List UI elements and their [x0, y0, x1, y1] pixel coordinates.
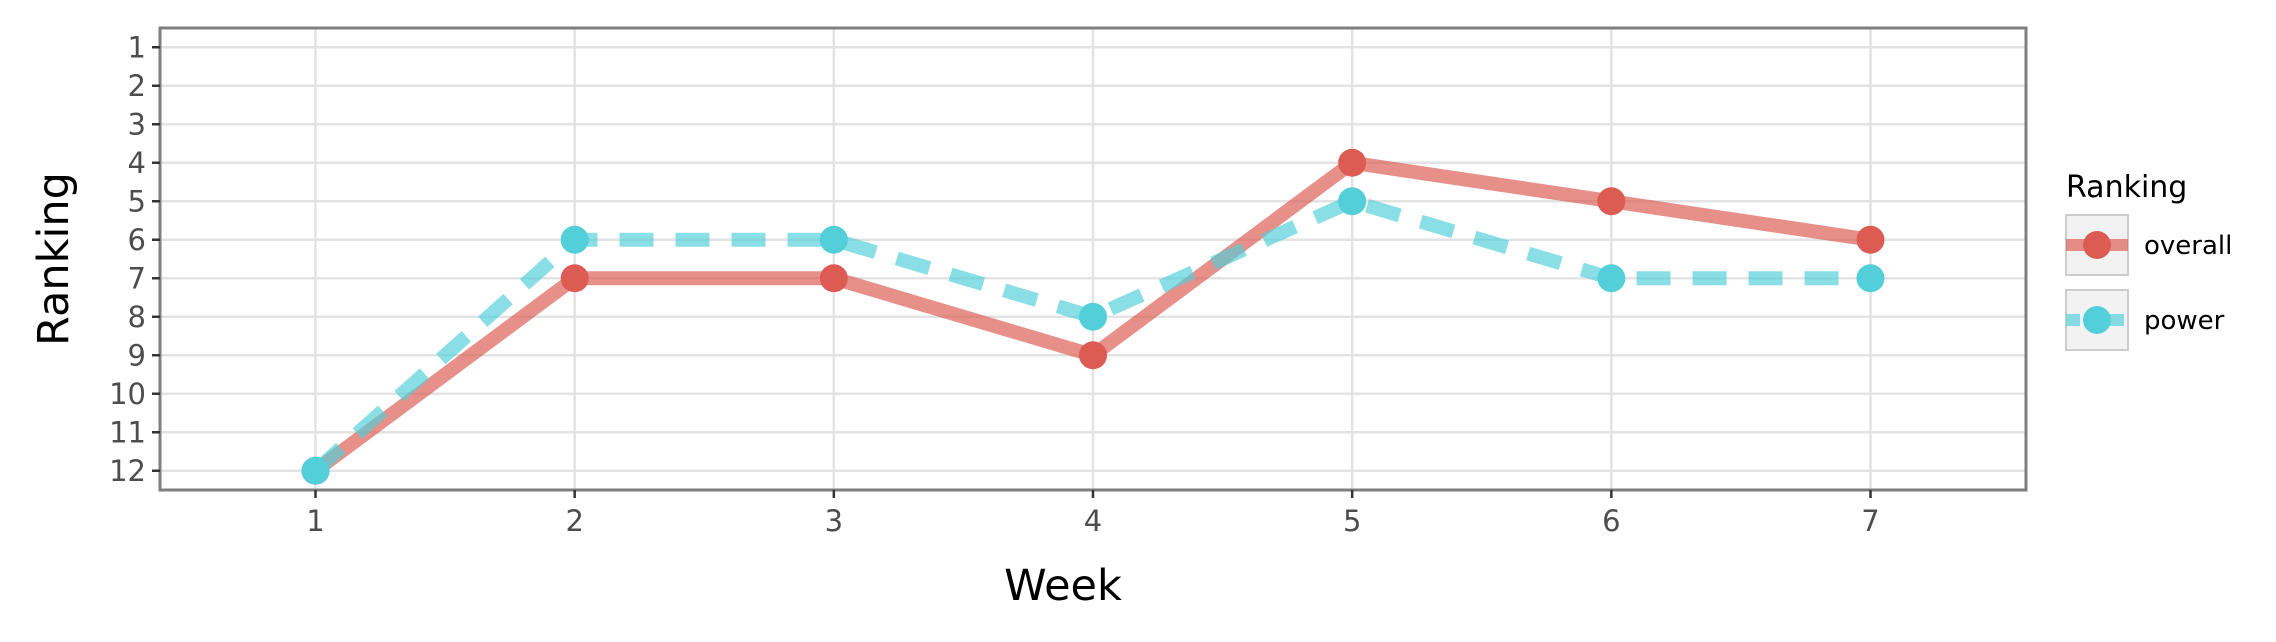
x-tick-label: 4 [1084, 504, 1102, 538]
x-tick-label: 2 [565, 504, 583, 538]
data-point-power [1079, 302, 1107, 331]
y-tick-label: 4 [128, 146, 146, 180]
data-point-power [1597, 264, 1626, 293]
y-axis-title: Ranking [29, 172, 79, 346]
x-tick-label: 1 [306, 504, 324, 538]
y-tick-label: 10 [109, 377, 146, 411]
legend: Ranking overall power [2065, 170, 2232, 351]
y-tick-label: 5 [128, 184, 146, 218]
series-lines [301, 148, 1885, 485]
data-point-overall [1856, 225, 1885, 254]
data-point-power [560, 225, 589, 254]
data-point-overall [1597, 187, 1626, 216]
data-point-overall [1338, 148, 1367, 177]
y-tick-label: 7 [128, 261, 146, 295]
legend-label: power [2144, 306, 2225, 336]
y-tick-label: 3 [128, 107, 146, 141]
data-point-power [819, 225, 848, 254]
series-power [301, 187, 1885, 485]
legend-entries: overall power [2065, 214, 2232, 351]
x-axis-ticks: 1 2 3 4 5 6 7 [306, 490, 1880, 538]
x-tick-label: 5 [1343, 504, 1361, 538]
x-tick-label: 6 [1602, 504, 1620, 538]
x-axis-title: Week [1004, 561, 1122, 611]
y-tick-label: 1 [128, 30, 146, 64]
y-tick-label: 6 [128, 223, 146, 257]
data-point-overall [560, 264, 589, 293]
x-tick-label: 7 [1861, 504, 1879, 538]
y-tick-label: 9 [128, 338, 146, 372]
y-tick-label: 12 [109, 454, 146, 488]
legend-key-point [2083, 231, 2111, 259]
data-point-power [1338, 187, 1367, 216]
y-tick-label: 8 [128, 300, 146, 334]
legend-label: overall [2144, 231, 2232, 261]
y-tick-label: 11 [109, 415, 146, 449]
legend-key-point [2083, 306, 2111, 334]
data-point-overall [819, 264, 848, 293]
legend-entry-overall: overall [2065, 214, 2232, 276]
x-tick-label: 3 [825, 504, 843, 538]
y-tick-label: 2 [128, 69, 146, 103]
legend-entry-power: power [2065, 289, 2225, 351]
data-point-overall [1079, 341, 1107, 370]
legend-title: Ranking [2066, 170, 2187, 205]
data-point-power [301, 456, 330, 485]
data-point-power [1856, 264, 1885, 293]
